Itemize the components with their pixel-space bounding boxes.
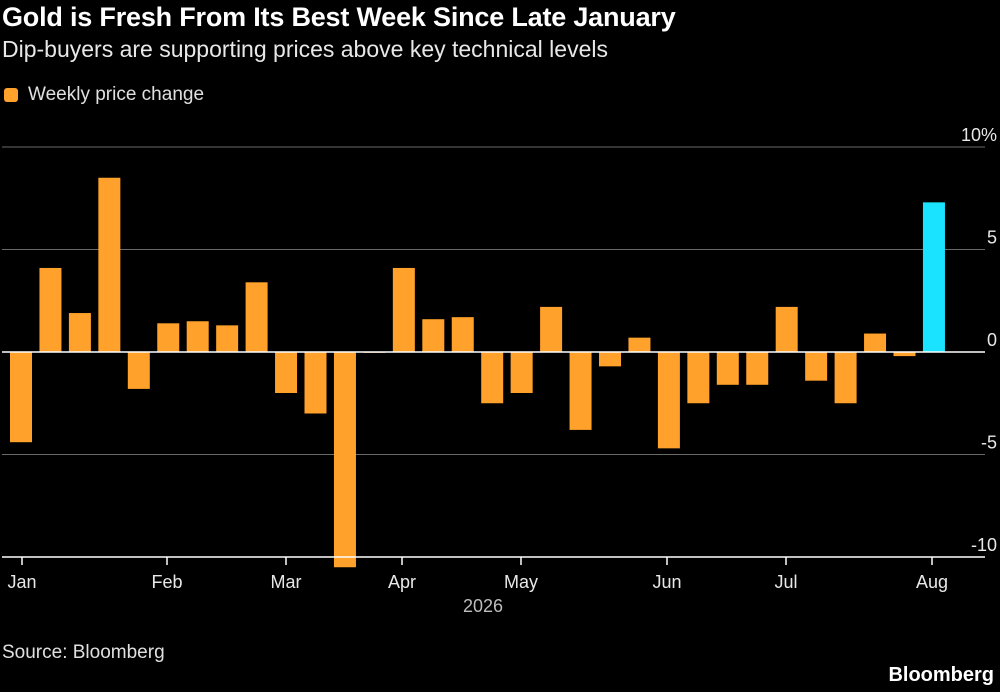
bar <box>127 352 150 389</box>
bar <box>275 352 298 393</box>
bar <box>864 333 887 352</box>
bar <box>39 267 62 352</box>
chart-title: Gold is Fresh From Its Best Week Since L… <box>2 2 676 32</box>
axes: 10% 5 0 -5 -10 Jan Feb Mar Apr May Jun Jul Aug 2026 <box>2 125 997 616</box>
bar <box>10 352 32 443</box>
bar <box>216 325 239 352</box>
chart-subtitle: Dip-buyers are supporting prices above k… <box>2 36 608 62</box>
bar <box>451 317 474 352</box>
bar <box>98 177 121 352</box>
bars <box>10 177 945 568</box>
legend-label: Weekly price change <box>28 84 205 105</box>
bar <box>510 352 533 393</box>
bar <box>628 337 651 352</box>
y-tick-label: 5 <box>987 228 997 248</box>
bar <box>893 352 916 357</box>
bar <box>422 319 445 352</box>
bar <box>481 352 504 404</box>
x-tick-label: Feb <box>151 572 182 592</box>
x-tick-label: Jan <box>7 572 36 592</box>
bar <box>68 313 91 352</box>
bar <box>569 352 592 430</box>
source-note: Source: Bloomberg <box>2 642 165 663</box>
bar <box>540 306 563 352</box>
x-tick-label: Jun <box>652 572 681 592</box>
bar <box>599 352 621 367</box>
y-tick-label: 10% <box>961 125 997 145</box>
y-tick-label: -5 <box>981 433 997 453</box>
bar-highlight <box>922 202 945 352</box>
x-tick-label: Aug <box>916 572 948 592</box>
bar <box>805 352 828 381</box>
bar <box>186 321 209 352</box>
y-tick-label: -10 <box>971 535 997 555</box>
x-tick-label: Jul <box>774 572 797 592</box>
bar <box>245 282 268 352</box>
bar <box>687 352 710 404</box>
bar <box>775 306 798 352</box>
legend: Weekly price change <box>4 84 204 106</box>
x-tick-label: May <box>504 572 538 592</box>
bar <box>657 352 680 449</box>
bar <box>716 352 739 385</box>
bar <box>834 352 857 404</box>
bar <box>333 352 356 568</box>
x-tick-label: Mar <box>271 572 302 592</box>
bar <box>304 352 327 414</box>
bloomberg-logo: Bloomberg <box>888 664 994 686</box>
legend-swatch <box>4 88 18 102</box>
bar <box>157 323 180 352</box>
year-label: 2026 <box>463 596 503 616</box>
y-tick-label: 0 <box>987 330 997 350</box>
bar <box>392 267 415 352</box>
bar <box>746 352 769 385</box>
x-tick-label: Apr <box>388 572 416 592</box>
